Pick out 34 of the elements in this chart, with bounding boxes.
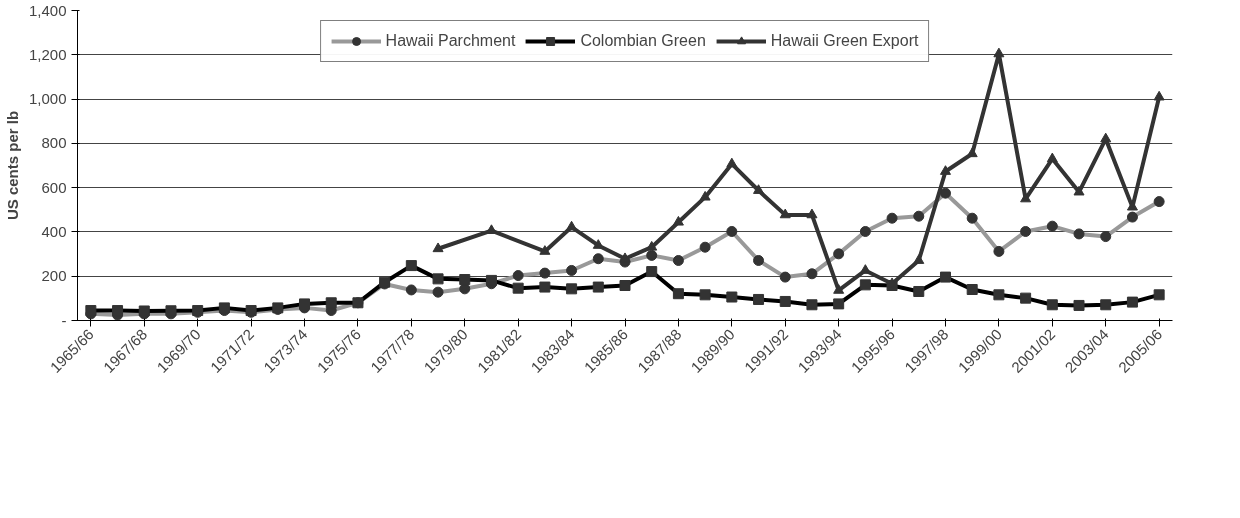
- y-tick-label: -: [61, 311, 67, 329]
- y-tick-label: 1,400: [28, 1, 67, 19]
- point: [1153, 90, 1165, 101]
- point: [1020, 192, 1032, 203]
- point: [432, 242, 444, 253]
- point: [753, 184, 765, 194]
- point: [859, 264, 871, 274]
- legend-label: Colombian Green: [580, 32, 706, 50]
- point: [1100, 132, 1112, 143]
- legend-label: Hawaii Green Export: [770, 32, 919, 50]
- point: [939, 165, 951, 175]
- point: [779, 208, 791, 219]
- point: [726, 157, 738, 168]
- y-tick-label: 400: [41, 222, 67, 240]
- point: [539, 245, 551, 255]
- point: [833, 284, 845, 294]
- legend-label: Hawaii Parchment: [385, 32, 516, 50]
- point: [806, 208, 818, 219]
- point: [566, 220, 578, 231]
- point: [699, 190, 711, 201]
- point: [619, 252, 631, 263]
- y-tick-label: 600: [41, 178, 67, 196]
- y-axis-title: US cents per lb: [3, 110, 21, 221]
- point: [993, 47, 1005, 58]
- y-tick-label: 1,200: [28, 45, 67, 63]
- point: [1073, 185, 1085, 196]
- point: [672, 215, 684, 226]
- y-tick-label: 800: [41, 134, 67, 152]
- y-tick-label: 1,000: [28, 90, 67, 108]
- point: [592, 239, 604, 249]
- point: [913, 254, 925, 264]
- y-tick-label: 200: [41, 267, 67, 285]
- point: [1046, 152, 1058, 163]
- point: [966, 147, 978, 158]
